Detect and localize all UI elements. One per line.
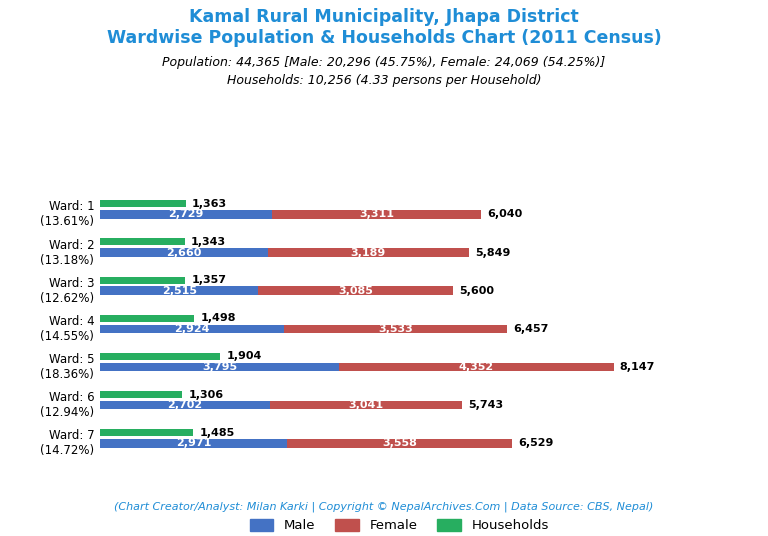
Bar	[272, 210, 481, 219]
Text: 3,311: 3,311	[359, 210, 394, 219]
Bar	[100, 429, 194, 436]
Text: 3,533: 3,533	[378, 324, 413, 334]
Bar	[100, 325, 284, 333]
Bar	[100, 210, 272, 219]
Bar	[267, 248, 468, 257]
Bar	[284, 325, 507, 333]
Bar	[100, 363, 339, 371]
Text: 2,515: 2,515	[161, 286, 197, 296]
Bar	[100, 286, 258, 295]
Bar	[100, 401, 270, 410]
Text: 6,040: 6,040	[487, 210, 522, 219]
Text: 2,660: 2,660	[166, 248, 201, 257]
Text: 6,529: 6,529	[518, 438, 553, 449]
Text: 3,795: 3,795	[202, 362, 237, 372]
Text: Wardwise Population & Households Chart (2011 Census): Wardwise Population & Households Chart (…	[107, 29, 661, 48]
Text: 5,600: 5,600	[459, 286, 495, 296]
Bar	[100, 200, 186, 207]
Text: 1,306: 1,306	[188, 390, 223, 400]
Text: 1,904: 1,904	[227, 352, 262, 361]
Bar	[339, 363, 614, 371]
Bar	[100, 248, 267, 257]
Text: 8,147: 8,147	[620, 362, 655, 372]
Legend: Male, Female, Households: Male, Female, Households	[244, 514, 554, 536]
Text: 1,498: 1,498	[200, 314, 236, 323]
Text: 3,189: 3,189	[350, 248, 386, 257]
Text: 2,924: 2,924	[174, 324, 210, 334]
Text: 1,357: 1,357	[192, 275, 227, 285]
Text: 1,363: 1,363	[192, 199, 227, 209]
Text: 1,343: 1,343	[190, 237, 226, 247]
Text: 1,485: 1,485	[200, 428, 235, 438]
Text: 2,702: 2,702	[167, 400, 203, 410]
Bar	[100, 439, 287, 448]
Text: 5,743: 5,743	[468, 400, 503, 410]
Bar	[270, 401, 462, 410]
Text: 2,729: 2,729	[168, 210, 204, 219]
Text: 3,085: 3,085	[338, 286, 373, 296]
Text: 2,971: 2,971	[176, 438, 211, 449]
Text: 3,041: 3,041	[349, 400, 384, 410]
Text: Population: 44,365 [Male: 20,296 (45.75%), Female: 24,069 (54.25%)]: Population: 44,365 [Male: 20,296 (45.75%…	[162, 56, 606, 69]
Text: Kamal Rural Municipality, Jhapa District: Kamal Rural Municipality, Jhapa District	[189, 8, 579, 26]
Text: 4,352: 4,352	[458, 362, 494, 372]
Text: 3,558: 3,558	[382, 438, 417, 449]
Text: 5,849: 5,849	[475, 248, 511, 257]
Bar	[258, 286, 453, 295]
Text: (Chart Creator/Analyst: Milan Karki | Copyright © NepalArchives.Com | Data Sourc: (Chart Creator/Analyst: Milan Karki | Co…	[114, 501, 654, 512]
Bar	[100, 315, 194, 322]
Bar	[287, 439, 511, 448]
Bar	[100, 239, 184, 245]
Text: Households: 10,256 (4.33 persons per Household): Households: 10,256 (4.33 persons per Hou…	[227, 74, 541, 87]
Text: 6,457: 6,457	[513, 324, 548, 334]
Bar	[100, 277, 185, 284]
Bar	[100, 353, 220, 360]
Bar	[100, 391, 182, 398]
